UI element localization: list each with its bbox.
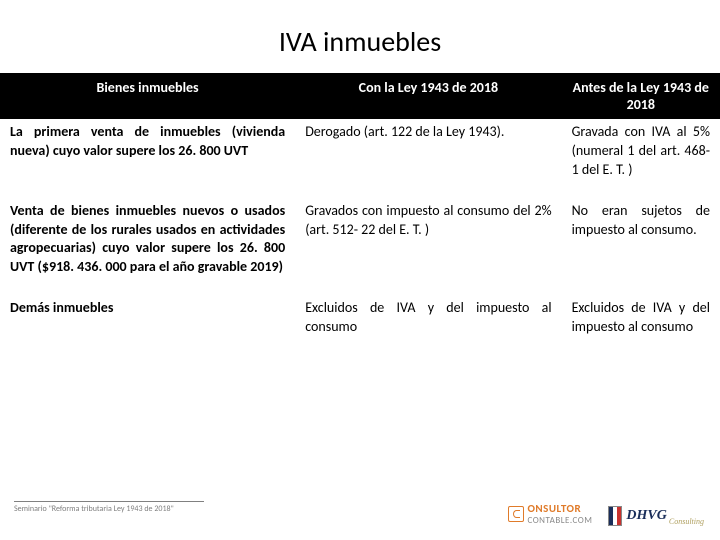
cell-antes-ley: Excluidos de IVA y del impuesto al consu…: [562, 295, 720, 355]
flag-icon: [608, 506, 622, 526]
slide-title: IVA inmuebles: [0, 0, 720, 73]
cell-antes-ley: Gravada con IVA al 5% (numeral 1 del art…: [562, 119, 720, 198]
header-antes-ley: Antes de la Ley 1943 de 2018: [562, 73, 720, 119]
cell-bienes: Demás inmuebles: [0, 295, 295, 355]
table-row: Venta de bienes inmuebles nuevos o usado…: [0, 198, 720, 296]
dhvg-subtext: Consulting: [669, 517, 704, 526]
dhvg-logo: DHVG Consulting: [608, 506, 704, 526]
footer-text: Seminario "Reforma tributaria Ley 1943 d…: [14, 504, 174, 514]
table-header-row: Bienes inmuebles Con la Ley 1943 de 2018…: [0, 73, 720, 119]
table-row: Demás inmuebles Excluidos de IVA y del i…: [0, 295, 720, 355]
logos-area: ONSULTOR CONTABLE.COM DHVG Consulting: [508, 502, 704, 526]
footer-divider: [14, 501, 204, 502]
cc-text-top: ONSULTOR: [527, 502, 581, 515]
header-bienes: Bienes inmuebles: [0, 73, 295, 119]
cell-bienes: La primera venta de inmuebles (vivienda …: [0, 119, 295, 198]
cell-antes-ley: No eran sujetos de impuesto al consumo.: [562, 198, 720, 296]
cell-bienes: Venta de bienes inmuebles nuevos o usado…: [0, 198, 295, 296]
cell-con-ley: Derogado (art. 122 de la Ley 1943).: [295, 119, 561, 198]
cc-text-bottom: CONTABLE.COM: [527, 515, 592, 526]
consultor-contable-logo: ONSULTOR CONTABLE.COM: [508, 502, 592, 526]
dhvg-text: DHVG: [626, 508, 666, 524]
cell-con-ley: Excluidos de IVA y del impuesto al consu…: [295, 295, 561, 355]
iva-table: Bienes inmuebles Con la Ley 1943 de 2018…: [0, 73, 720, 355]
header-con-ley: Con la Ley 1943 de 2018: [295, 73, 561, 119]
cell-con-ley: Gravados con impuesto al consumo del 2% …: [295, 198, 561, 296]
cc-icon: [508, 506, 524, 522]
table-row: La primera venta de inmuebles (vivienda …: [0, 119, 720, 198]
footer: Seminario "Reforma tributaria Ley 1943 d…: [14, 501, 204, 514]
